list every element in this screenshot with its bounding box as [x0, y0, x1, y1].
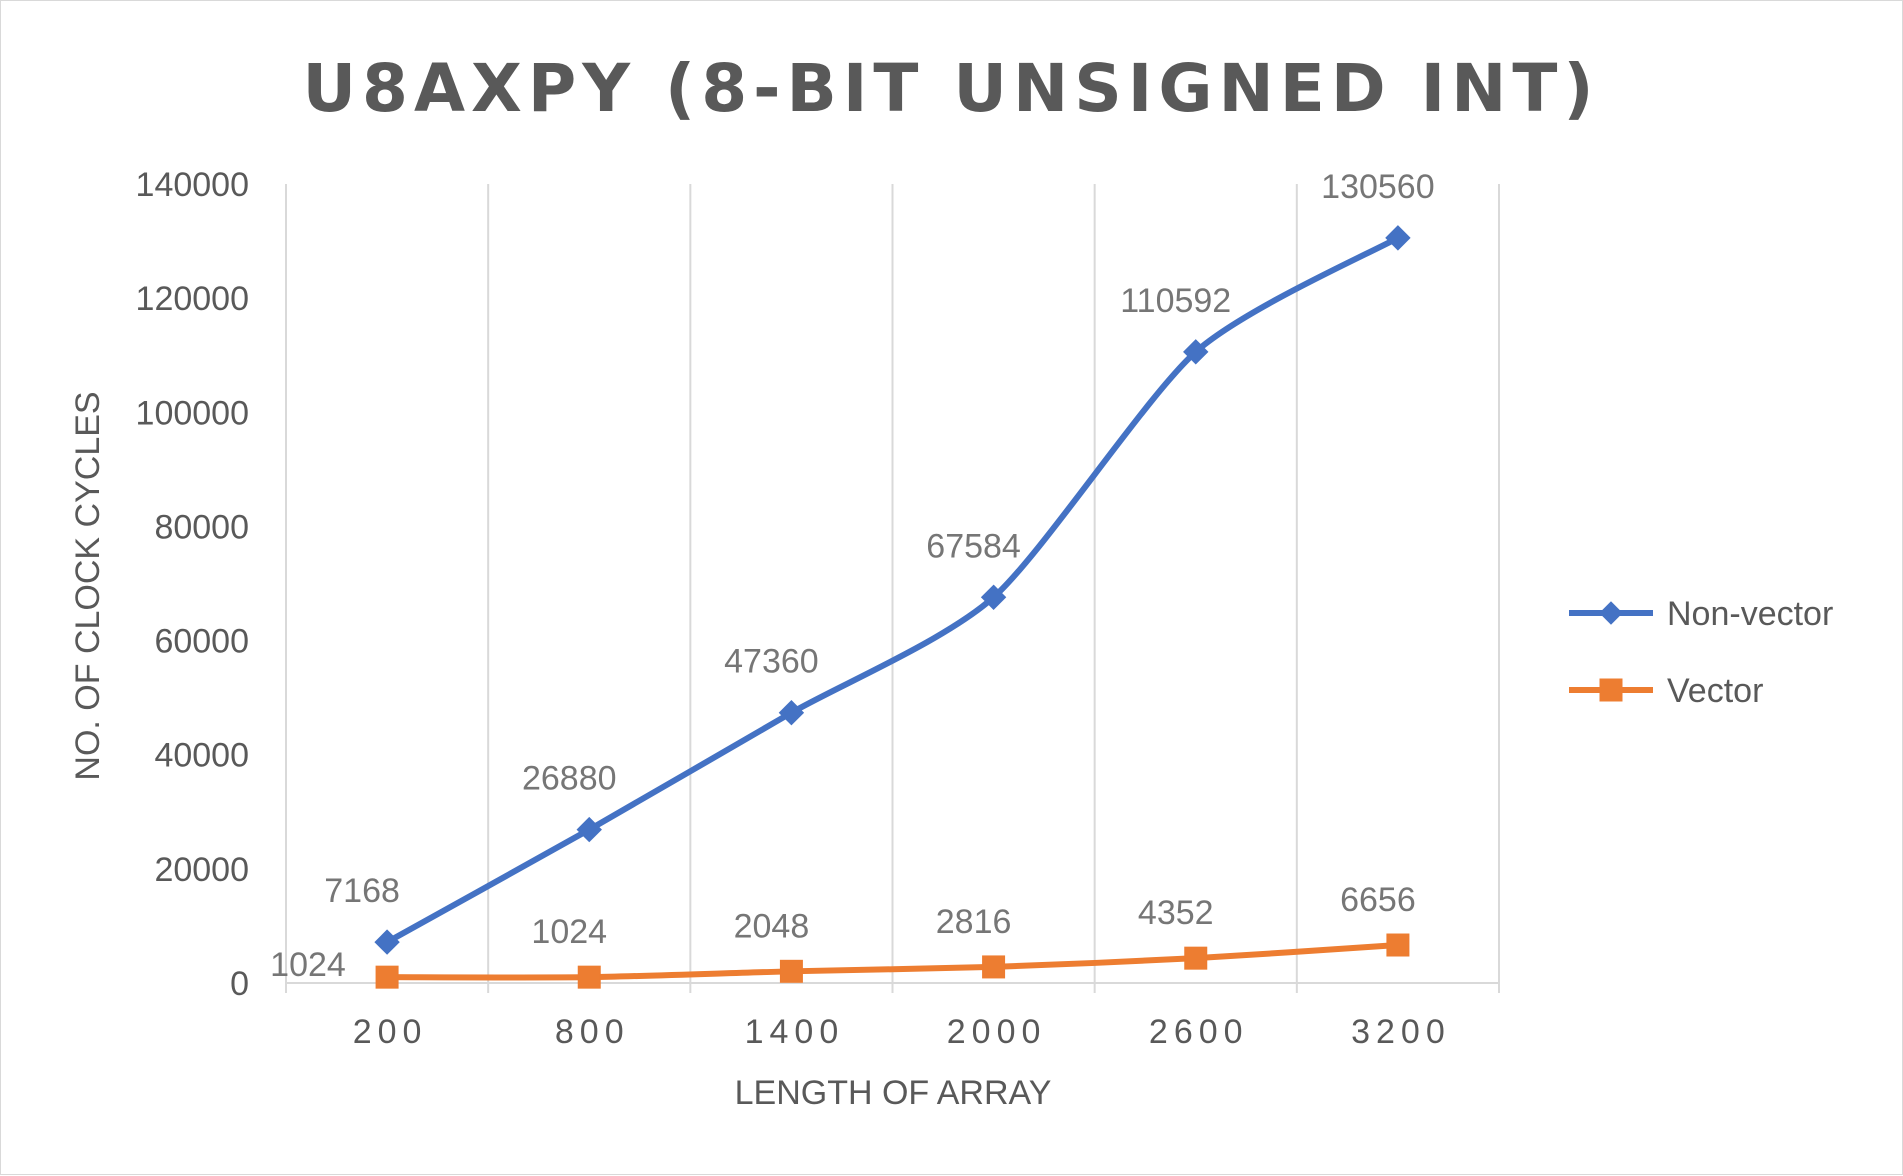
diamond-marker [1183, 339, 1209, 365]
data-label: 47360 [724, 643, 819, 681]
data-label: 2816 [936, 903, 1012, 941]
y-tick-label: 40000 [154, 737, 249, 775]
data-label: 1024 [531, 913, 607, 951]
legend-square-icon [1599, 678, 1623, 702]
square-marker [779, 959, 803, 983]
series-line [384, 234, 1401, 946]
x-tick-label: 200 [353, 1013, 428, 1051]
data-label: 130560 [1321, 168, 1434, 206]
legend-item-non-vector: Non-vector [1569, 595, 1833, 633]
data-label: 6656 [1340, 881, 1416, 919]
square-marker [375, 965, 399, 989]
series-line [384, 942, 1401, 981]
data-label: 110592 [1120, 282, 1231, 320]
square-marker [982, 955, 1006, 979]
diamond-marker [1385, 225, 1411, 251]
series [374, 225, 1411, 989]
square-marker [577, 965, 601, 989]
series-non-vector [374, 225, 1411, 955]
square-marker [1184, 946, 1208, 970]
legend-label: Non-vector [1667, 595, 1833, 633]
y-tick-label: 120000 [136, 280, 249, 318]
legend-label: Vector [1667, 672, 1763, 710]
data-label: 2048 [734, 907, 810, 945]
series-vector [375, 933, 1410, 989]
diamond-marker [576, 816, 602, 843]
data-label: 7168 [324, 872, 400, 910]
x-tick-label: 2600 [1149, 1013, 1249, 1051]
y-tick-label: 80000 [154, 508, 249, 546]
x-axis-ticks: 200 800 1400 2000 2600 3200 [353, 1013, 1451, 1051]
axes [285, 184, 1500, 993]
diamond-marker [778, 700, 805, 726]
y-tick-label: 20000 [154, 851, 249, 889]
y-tick-label: 0 [230, 965, 249, 1003]
gridlines [487, 184, 1500, 983]
diamond-marker [374, 929, 400, 955]
y-tick-label: 100000 [136, 394, 249, 432]
y-tick-label: 60000 [154, 623, 249, 661]
data-label: 26880 [522, 760, 617, 798]
chart-title: U8AXPY (8-BIT UNSIGNED INT) [302, 50, 1599, 127]
x-tick-label: 2000 [947, 1013, 1047, 1051]
x-tick-label: 3200 [1351, 1013, 1451, 1051]
y-tick-label: 140000 [136, 166, 249, 204]
x-tick-label: 1400 [745, 1013, 845, 1051]
square-marker [1386, 933, 1410, 957]
data-label: 67584 [926, 527, 1021, 565]
y-axis-title: NO. OF CLOCK CYCLES [69, 391, 107, 780]
data-label: 1024 [270, 946, 346, 984]
legend: Non-vector Vector [1569, 595, 1833, 710]
x-tick-label: 800 [555, 1013, 630, 1051]
diamond-marker [980, 584, 1007, 610]
x-axis-title: LENGTH OF ARRAY [735, 1074, 1052, 1112]
legend-diamond-icon [1599, 601, 1623, 625]
legend-item-vector: Vector [1569, 672, 1763, 710]
y-axis-ticks: 0 20000 40000 60000 80000 100000 120000 140000 [136, 166, 249, 1003]
data-label: 4352 [1138, 894, 1214, 932]
data-labels: 7168 26880 47360 67584 110592 130560 1024 1024 2… [270, 168, 1434, 984]
